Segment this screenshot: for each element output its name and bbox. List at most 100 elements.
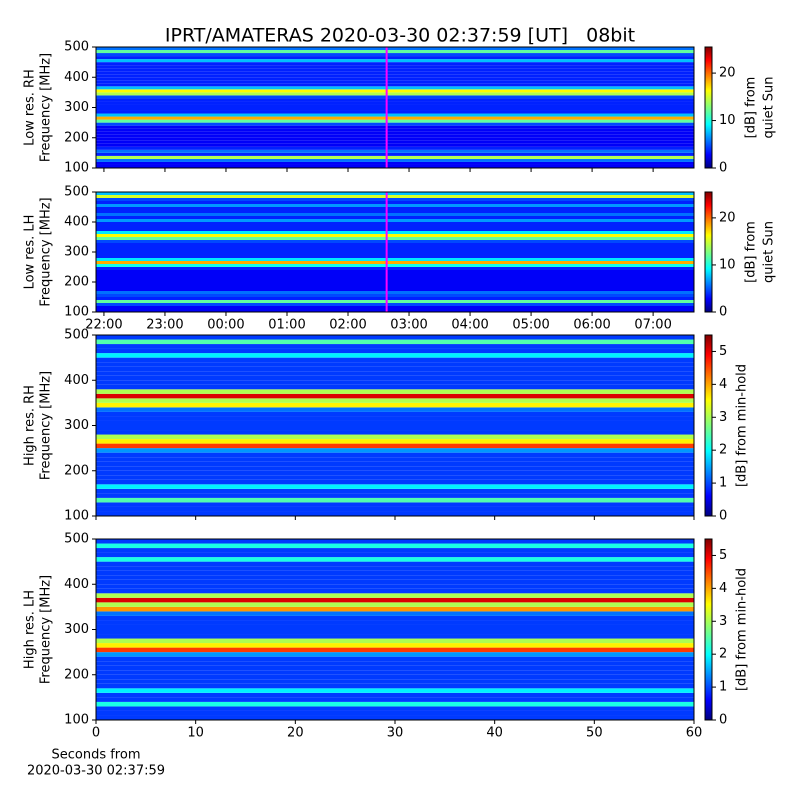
heat-row [96,134,694,138]
heat-row [96,288,694,291]
heat-row [96,679,694,684]
colorbar-tick-label: 2 [719,647,727,662]
heat-row [96,425,694,431]
y-tick-label: 400 [64,70,89,85]
y-tick-label: 400 [64,215,89,230]
x-axis-label: 2020-03-30 02:37:59 [27,764,165,779]
heat-row [96,420,694,426]
heat-row [96,240,694,243]
heat-row [96,255,694,258]
heat-row [96,430,694,435]
heat-row [96,161,694,165]
heat-row [96,47,694,51]
heat-row [96,643,694,648]
heat-row [96,107,694,111]
y-tick-label: 200 [64,275,89,290]
heat-row [96,661,694,666]
heat-row [96,276,694,279]
heat-row [96,579,694,585]
colorbar-label: quiet Sun [762,221,777,283]
heat-row [96,629,694,635]
heat-row [96,434,694,440]
heat-row [96,228,694,231]
y-tick-label: 500 [64,532,89,547]
heat-row [96,273,694,276]
heat-row [96,634,694,639]
heat-row [96,407,694,412]
heat-row [96,104,694,108]
heat-row [96,443,694,449]
x-tick-label: 02:00 [329,318,366,333]
heat-row [96,506,694,512]
colorbar-tick-label: 4 [719,581,727,596]
heat-row [96,357,694,363]
heat-row [96,484,694,489]
heat-row [96,539,694,544]
colorbar-label: [dB] from min-hold [735,364,750,487]
heat-row [96,77,694,81]
y-tick-label: 300 [64,245,89,260]
heat-row [96,140,694,144]
heat-row [96,384,694,390]
colorbar [704,334,713,517]
x-tick-label: 50 [586,726,603,741]
heat-row [96,219,694,222]
heat-row [96,348,694,354]
colorbar-tick-label: 4 [719,377,727,392]
heat-row [96,620,694,625]
heat-row [96,291,694,294]
heat-row [96,706,694,711]
heat-row [96,92,694,96]
heat-row [96,231,694,234]
heat-row [96,710,694,716]
heat-row [96,71,694,75]
heat-row [96,68,694,72]
heat-row [96,110,694,114]
heat-row [96,688,694,693]
heat-row [96,502,694,507]
heat-row [96,116,694,120]
heat-row [96,122,694,126]
heat-row [96,149,694,153]
colorbar-label: [dB] from [744,221,759,283]
heat-row [96,267,694,270]
colorbar-label: [dB] from [744,77,759,139]
heat-row [96,270,694,273]
heat-row [96,213,694,216]
heat-row [96,701,694,707]
heat-row [96,638,694,644]
heat-row [96,146,694,150]
x-tick-label: 22:00 [85,318,122,333]
heat-row [96,416,694,421]
heat-row [96,300,694,303]
colorbar-tick-label: 20 [719,66,736,81]
y-axis-label: High res. RH [23,385,38,466]
y-tick-label: 500 [64,185,89,200]
heat-row [96,249,694,252]
x-tick-label: 40 [486,726,503,741]
heat-row [96,306,694,309]
y-axis-label: Frequency [MHz] [39,197,54,306]
y-tick-label: 100 [64,713,89,728]
colorbar [704,46,713,169]
heat-row [96,497,694,503]
x-tick-label: 0 [92,726,100,741]
heat-row [96,344,694,349]
heat-row [96,125,694,129]
heat-row [96,597,694,603]
y-axis-label: High res. LH [23,590,38,669]
heat-row [96,697,694,702]
heat-row [96,452,694,458]
y-axis-label: Frequency [MHz] [39,371,54,480]
x-tick-label: 00:00 [207,318,244,333]
heat-row [96,665,694,671]
heat-row [96,83,694,87]
x-tick-label: 60 [686,726,703,741]
y-tick-label: 200 [64,130,89,145]
heat-row [96,371,694,376]
heat-row [96,439,694,444]
heat-row [96,303,694,306]
heat-row [96,50,694,54]
heat-row [96,375,694,381]
colorbar [704,538,713,721]
